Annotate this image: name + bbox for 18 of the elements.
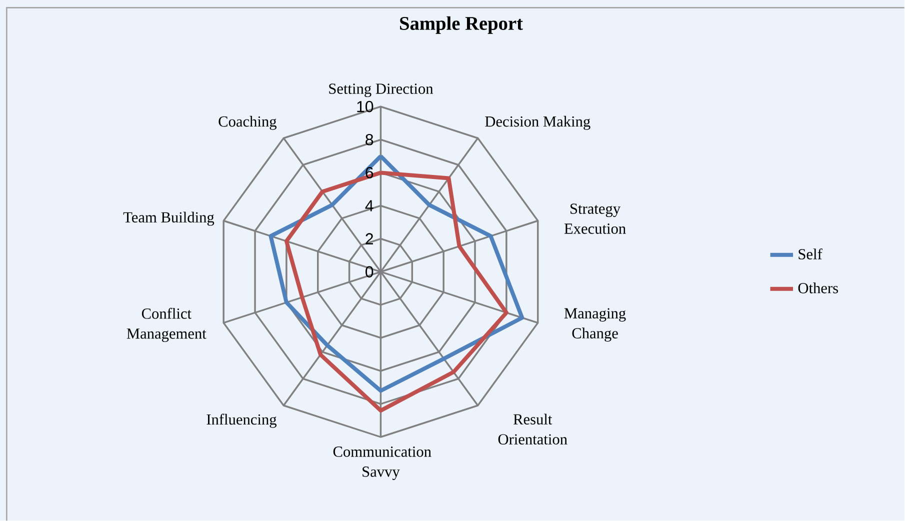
spoke-label: Result Orientation bbox=[498, 414, 568, 444]
spoke-label: Influencing bbox=[206, 414, 277, 428]
spoke-label: Decision Making bbox=[485, 116, 590, 130]
y-tick-label: 0 bbox=[366, 266, 374, 278]
legend-label: Self bbox=[798, 248, 822, 260]
legend-label: Others bbox=[798, 282, 838, 294]
spoke-label: Conflict Management bbox=[126, 308, 206, 342]
spoke-label: Managing Change bbox=[564, 308, 626, 342]
spoke-label: Coaching bbox=[218, 116, 277, 130]
y-tick-label: 4 bbox=[365, 200, 374, 212]
spoke-label: Setting Direction bbox=[329, 83, 434, 97]
spoke-label: Communication Savvy bbox=[333, 446, 432, 480]
spoke-label: Strategy Execution bbox=[564, 203, 626, 234]
chart-title: Sample Report bbox=[400, 16, 523, 34]
y-tick-label: 8 bbox=[366, 134, 374, 146]
y-tick-label: 10 bbox=[357, 100, 374, 112]
y-tick-label: 2 bbox=[366, 233, 373, 244]
spoke-label: Team Building bbox=[123, 212, 214, 226]
